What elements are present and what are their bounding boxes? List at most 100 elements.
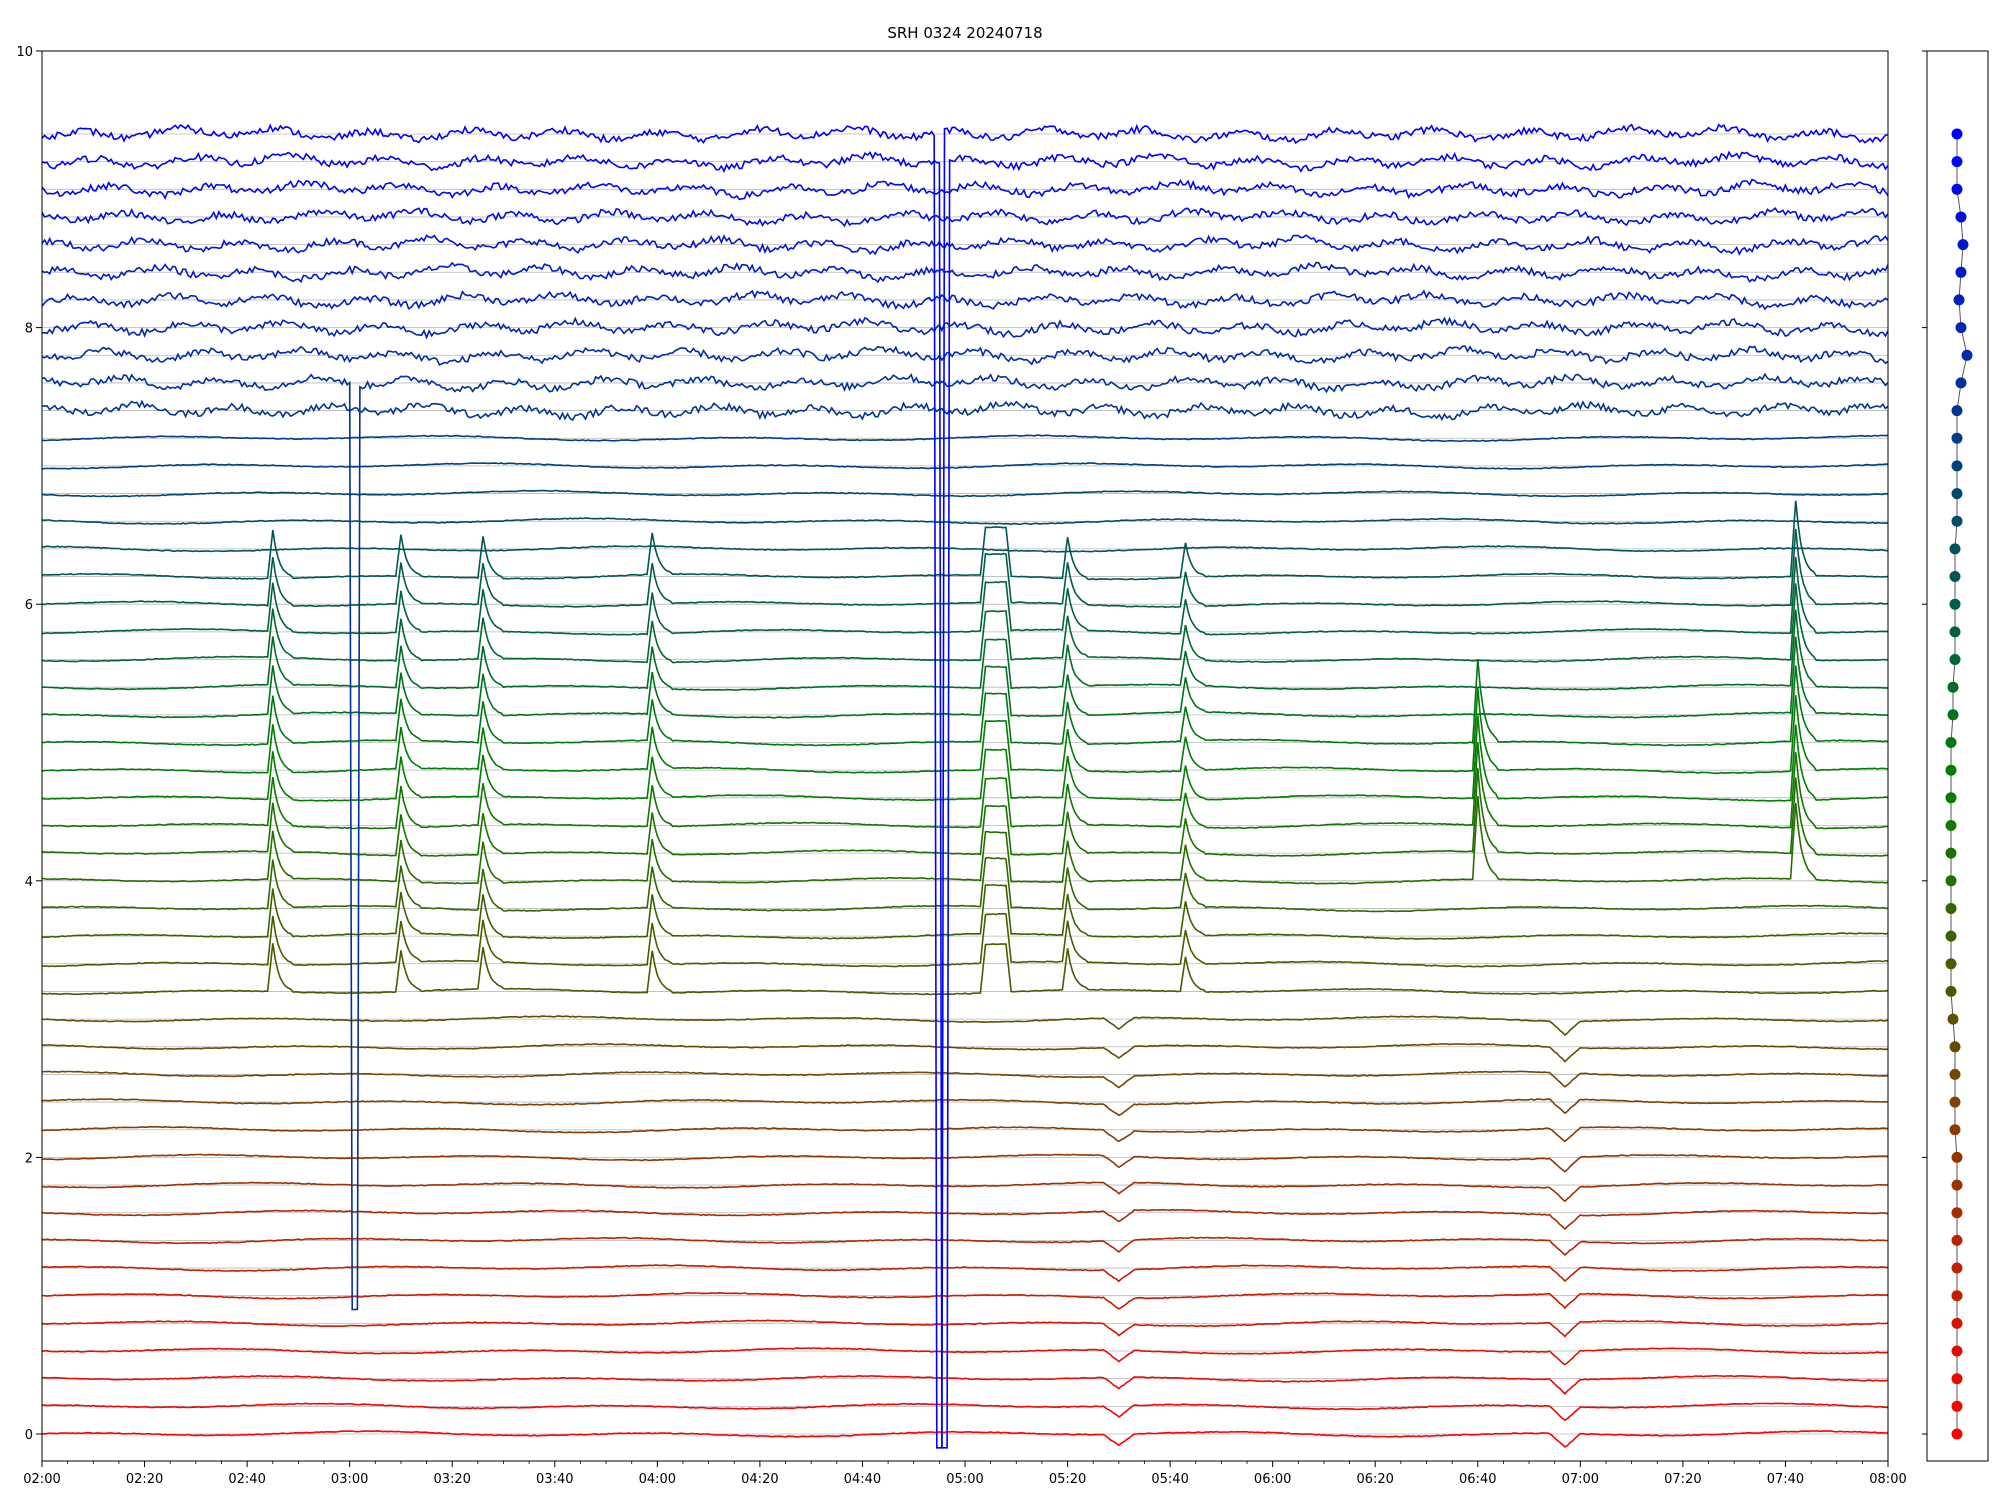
series-line xyxy=(41,150,1889,1449)
side-point xyxy=(1955,377,1967,389)
side-scatter xyxy=(1945,128,1973,1440)
side-point xyxy=(1945,958,1957,970)
x-tick-label: 03:20 xyxy=(433,1472,470,1487)
x-tick-label: 04:40 xyxy=(844,1472,881,1487)
series-line xyxy=(41,1430,1889,1448)
side-point xyxy=(1949,543,1961,555)
series-line xyxy=(41,768,1889,857)
series-line xyxy=(41,289,1889,311)
x-tick-label: 06:40 xyxy=(1459,1472,1496,1487)
side-point xyxy=(1945,792,1957,804)
series-line xyxy=(41,528,1889,609)
y-tick-label: 6 xyxy=(25,598,33,613)
series-line xyxy=(41,345,1889,366)
series-line xyxy=(41,636,1889,719)
series-line xyxy=(41,856,1888,913)
x-tick-label: 07:20 xyxy=(1664,1472,1701,1487)
x-tick-label: 06:20 xyxy=(1356,1472,1393,1487)
series-line xyxy=(41,178,1889,201)
side-point xyxy=(1949,1096,1961,1108)
side-point xyxy=(1951,1428,1963,1440)
series-line xyxy=(41,742,1889,830)
side-point xyxy=(1951,183,1963,195)
main-plot-frame xyxy=(41,50,1889,1462)
x-tick-label: 02:40 xyxy=(228,1472,265,1487)
series-line xyxy=(41,943,1889,996)
series-line xyxy=(41,261,1889,284)
side-point xyxy=(1945,847,1957,859)
x-tick-label: 03:40 xyxy=(536,1472,573,1487)
side-point xyxy=(1955,266,1967,278)
x-tick-label: 04:00 xyxy=(639,1472,676,1487)
side-point xyxy=(1949,1068,1961,1080)
side-point xyxy=(1949,626,1961,638)
series-line xyxy=(41,1236,1889,1256)
side-point xyxy=(1947,709,1959,721)
series-line xyxy=(41,715,1889,802)
side-point xyxy=(1945,820,1957,831)
series-line xyxy=(41,659,1889,747)
side-point xyxy=(1945,875,1957,887)
x-tick-label: 02:20 xyxy=(126,1472,163,1487)
side-point xyxy=(1951,1151,1963,1163)
y-axis: 0 2 4 6 8 10 xyxy=(16,45,1927,1443)
y-tick-label: 2 xyxy=(25,1151,33,1166)
series-line xyxy=(41,500,1888,581)
series-line xyxy=(41,912,1889,968)
side-point xyxy=(1951,1290,1963,1302)
side-plot-frame xyxy=(1926,50,1989,1462)
side-point xyxy=(1945,764,1957,776)
series-line xyxy=(41,234,1889,256)
side-point xyxy=(1949,1124,1961,1136)
series-group xyxy=(41,123,1889,1449)
series-line xyxy=(41,316,1889,340)
series-line xyxy=(41,399,1889,422)
series-line xyxy=(41,1291,1889,1310)
series-line xyxy=(41,1015,1889,1037)
series-line xyxy=(41,1347,1889,1366)
series-line xyxy=(41,1181,1889,1203)
side-point xyxy=(1951,128,1963,140)
side-point xyxy=(1951,1373,1963,1385)
side-point xyxy=(1949,598,1961,610)
side-point xyxy=(1949,654,1961,665)
series-line xyxy=(41,1043,1889,1063)
side-point xyxy=(1945,930,1957,942)
x-axis: 02:00 02:20 02:40 03:00 03:20 03:40 04:00 04:20… xyxy=(23,1461,1907,1487)
y-tick-label: 8 xyxy=(25,322,33,337)
series-line xyxy=(41,207,1889,228)
x-tick-label: 05:40 xyxy=(1151,1472,1188,1487)
y-tick-label: 10 xyxy=(16,45,33,60)
x-tick-label: 04:20 xyxy=(741,1472,778,1487)
side-point xyxy=(1951,488,1963,500)
series-line xyxy=(41,556,1889,636)
side-point xyxy=(1945,737,1957,748)
x-tick-label: 03:00 xyxy=(331,1472,368,1487)
x-tick-label: 06:00 xyxy=(1254,1472,1291,1487)
chart-title: SRH 0324 20240718 xyxy=(887,24,1043,42)
side-point xyxy=(1951,1400,1963,1412)
side-point xyxy=(1951,405,1963,417)
side-point xyxy=(1951,1234,1963,1246)
series-line xyxy=(41,1125,1889,1143)
side-point xyxy=(1955,322,1967,334)
series-line xyxy=(41,123,1889,1449)
side-point xyxy=(1947,1013,1959,1025)
side-point xyxy=(1951,1262,1963,1274)
side-point xyxy=(1961,349,1973,361)
side-point xyxy=(1945,903,1957,914)
side-point xyxy=(1949,571,1961,582)
series-line xyxy=(41,1319,1889,1338)
side-point xyxy=(1949,1041,1961,1053)
series-line xyxy=(41,1098,1889,1117)
series-line xyxy=(41,796,1889,885)
series-line xyxy=(41,609,1889,692)
series-line xyxy=(41,583,1888,664)
side-point xyxy=(1951,156,1963,168)
series-line xyxy=(41,1070,1889,1089)
series-line xyxy=(41,1153,1889,1173)
x-tick-label: 05:00 xyxy=(946,1472,983,1487)
series-line xyxy=(41,1264,1889,1283)
side-point xyxy=(1953,294,1965,306)
